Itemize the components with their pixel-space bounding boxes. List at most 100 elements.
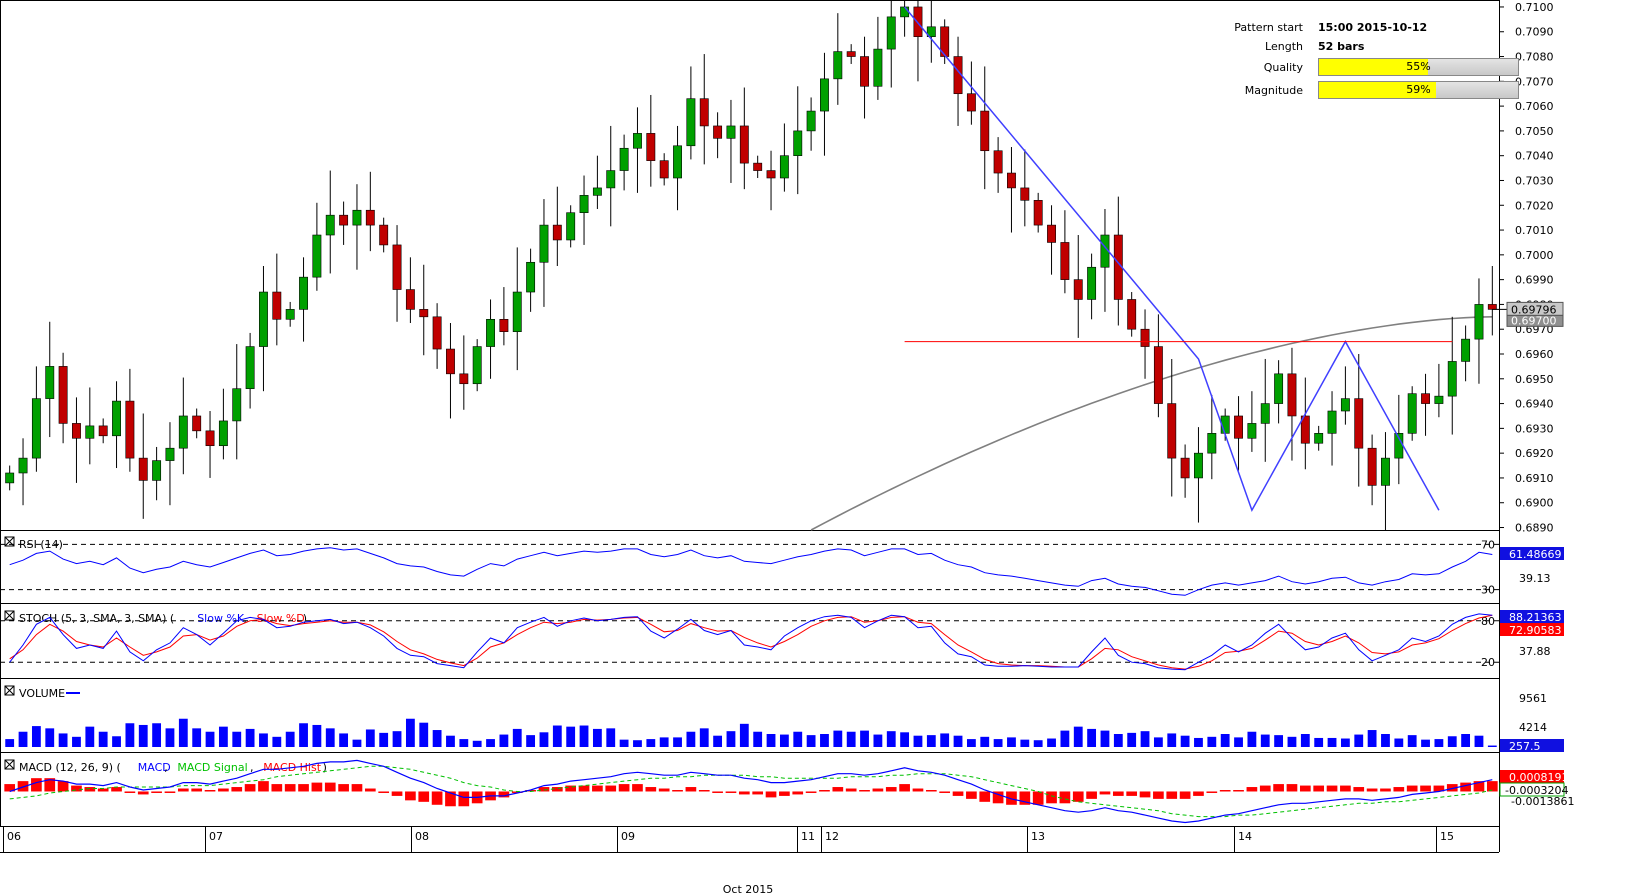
volume-bar <box>45 728 55 747</box>
candle-body <box>873 48 883 87</box>
macd-hist-bar <box>738 791 750 795</box>
candle <box>619 134 629 191</box>
volume-bar <box>339 733 349 747</box>
candle <box>1394 394 1404 485</box>
volume-bar <box>512 728 522 747</box>
candle-body <box>512 291 522 332</box>
volume-bar <box>5 739 15 747</box>
macd-hist-bar <box>1046 791 1057 804</box>
volume-bar <box>1474 735 1484 747</box>
time-tick-label: 14 <box>1238 830 1252 843</box>
candle-body <box>432 316 442 350</box>
candle <box>779 123 789 192</box>
time-tick-label: 08 <box>415 830 429 843</box>
close-icon-cross <box>4 685 15 696</box>
time-tick-label: 07 <box>209 830 223 843</box>
candle-body <box>1167 403 1177 459</box>
macd-hist-bar <box>111 787 122 792</box>
volume-bar <box>232 731 242 747</box>
macd-hist-bar <box>445 791 456 807</box>
candle-body <box>526 261 536 293</box>
candle <box>152 446 162 501</box>
volume-bar <box>1073 726 1083 747</box>
candle-body <box>325 214 335 236</box>
macd-current-value: 0.0008191 <box>1509 771 1569 784</box>
close-icon-cross <box>4 610 15 621</box>
pattern-start-label: Pattern start <box>1234 21 1303 34</box>
macd-hist-bar <box>1059 791 1071 804</box>
volume-bar <box>365 729 375 747</box>
macd-hist-bar <box>84 787 96 792</box>
candle-body <box>165 447 175 461</box>
candle <box>940 19 950 64</box>
candle-body <box>85 425 95 439</box>
candle-body <box>459 373 469 385</box>
candle-body <box>713 125 723 139</box>
candle-body <box>379 224 389 246</box>
volume-bar <box>526 735 536 747</box>
volume-bar <box>1314 737 1324 747</box>
macd-hist-bar <box>1112 791 1124 796</box>
candle <box>1073 235 1083 338</box>
stoch-d-line <box>9 614 1493 670</box>
macd-hist-bar <box>1126 791 1138 796</box>
price-tick-label: 0.6940 <box>1515 398 1554 411</box>
macd-hist-bar <box>1299 785 1311 792</box>
macd-hist-bar <box>124 791 136 793</box>
candle <box>566 205 576 248</box>
volume-bar <box>392 731 402 747</box>
volume-bar <box>1033 740 1043 747</box>
candle-body <box>980 110 990 152</box>
candle <box>793 86 803 195</box>
volume-bar <box>1007 737 1016 747</box>
candlesticks <box>5 0 1497 530</box>
stoch-k-legend: Slow %K <box>197 612 245 625</box>
candle-body <box>1447 361 1457 397</box>
volume-bar <box>793 731 803 747</box>
macd-hist-bar <box>645 787 657 792</box>
candle-body <box>1300 415 1310 444</box>
volume-bar <box>766 734 776 747</box>
candle <box>646 94 656 187</box>
macd-hist-bar <box>1380 788 1391 792</box>
macd-hist-bar <box>752 791 764 795</box>
macd-hist-bar <box>1193 791 1204 796</box>
macd-hist-bar <box>899 784 910 792</box>
volume-bar <box>446 735 455 747</box>
candle-body <box>152 460 162 481</box>
price-tick-label: 0.7070 <box>1515 75 1554 88</box>
candle-body <box>245 346 255 390</box>
volume-bar <box>379 732 389 747</box>
candle <box>125 368 135 472</box>
candle <box>1207 394 1217 480</box>
candle-body <box>31 398 41 459</box>
candle-body <box>1140 328 1150 347</box>
volume-bar <box>592 728 602 747</box>
candle <box>820 52 829 156</box>
volume-bar <box>312 724 322 747</box>
candle-body <box>18 457 28 474</box>
candle <box>1300 377 1310 470</box>
volume-bar <box>152 723 162 747</box>
candle-body <box>592 187 602 196</box>
volume-bar <box>1207 736 1217 747</box>
volume-bar <box>125 723 135 747</box>
candle <box>1127 292 1137 337</box>
candle-body <box>806 110 816 132</box>
volume-bar <box>726 731 736 747</box>
volume-bar <box>1340 738 1350 747</box>
candle-body <box>1007 172 1016 189</box>
candle-body <box>793 130 803 156</box>
candle <box>1087 253 1097 320</box>
macd-signal-line <box>9 765 1493 818</box>
macd-hist-bar <box>324 782 336 792</box>
macd-legend-signal: MACD Signal <box>177 761 247 774</box>
candle-body <box>820 78 829 112</box>
macd-hist-bar <box>191 788 203 792</box>
candle-body <box>993 150 1003 174</box>
price-tick-label: 0.7040 <box>1515 150 1554 163</box>
price-panel: 0.7100 0.7090 0.7080 0.7070 0.7060 0.7050 0.70… <box>5 0 1564 535</box>
price-tick-label: 0.6900 <box>1515 497 1554 510</box>
candle-body <box>1207 433 1217 454</box>
